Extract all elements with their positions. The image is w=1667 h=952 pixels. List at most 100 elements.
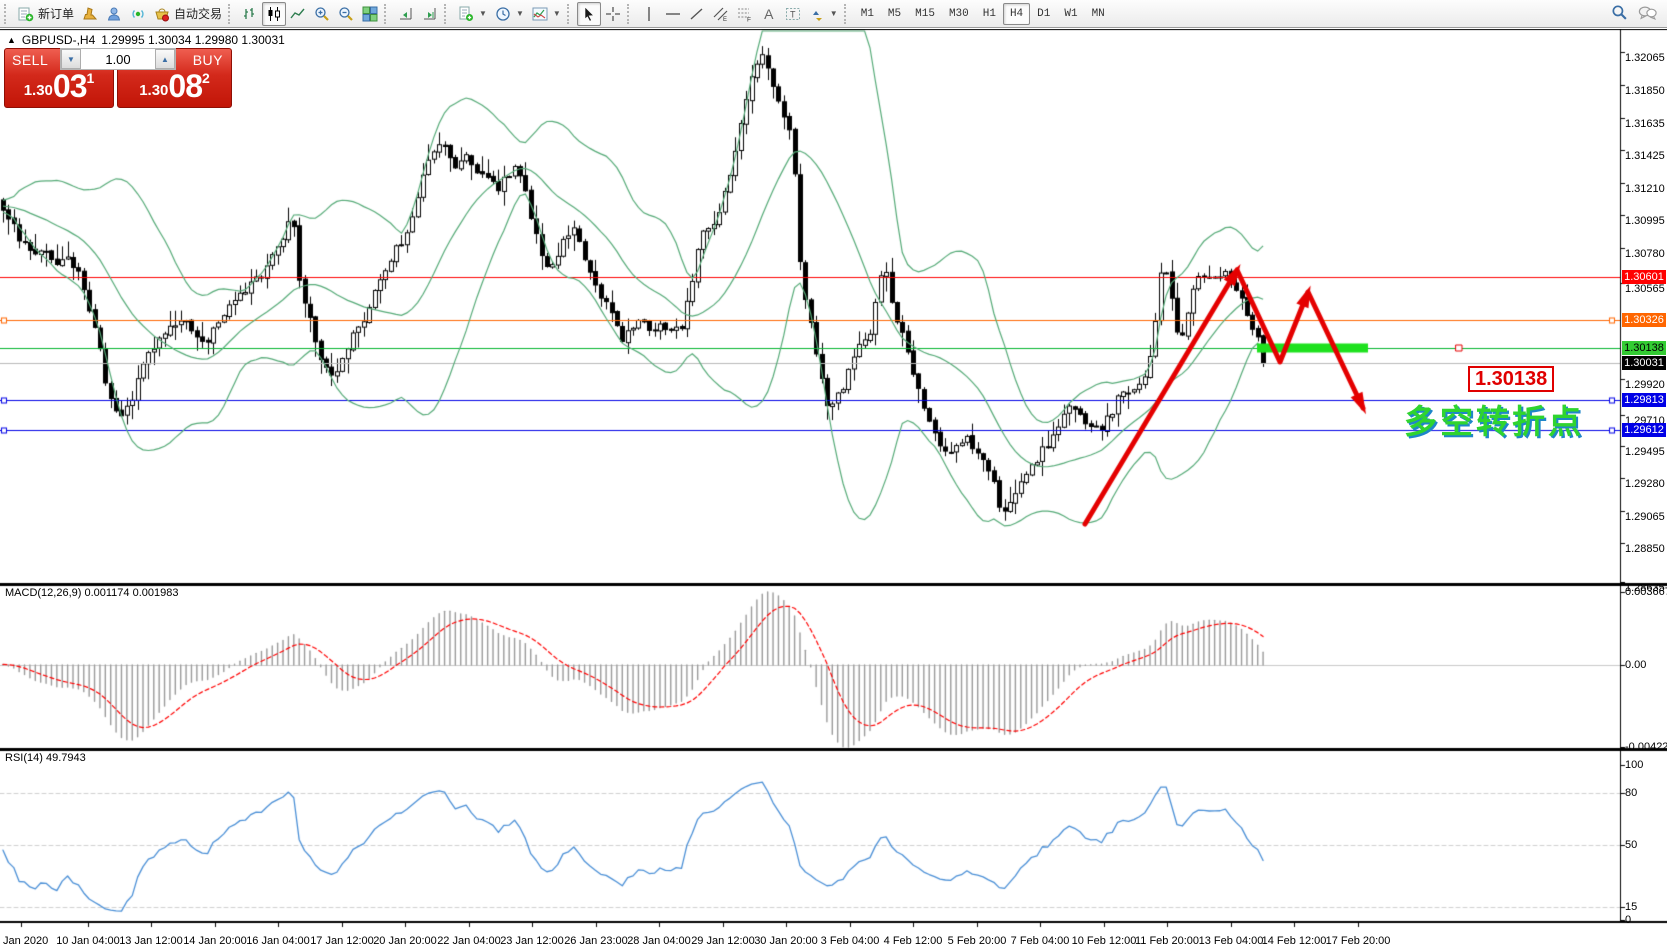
price-axis-label: 1.29920 xyxy=(1625,379,1665,391)
price-axis-label: 1.29495 xyxy=(1625,446,1665,458)
new-order-icon xyxy=(18,6,34,22)
price-axis-label: 1.30995 xyxy=(1625,215,1665,227)
price-axis-label: 1.31425 xyxy=(1625,150,1665,162)
timeframe-button[interactable]: M5 xyxy=(881,3,908,25)
bar-chart-button[interactable] xyxy=(238,2,262,26)
time-axis-label: 13 Feb 04:00 xyxy=(1198,935,1264,947)
volume-input[interactable] xyxy=(81,49,155,69)
toolbar-grip[interactable] xyxy=(228,3,234,24)
price-axis-label: 1.28850 xyxy=(1625,543,1665,555)
auto-trading-label: 自动交易 xyxy=(174,7,223,21)
price-axis-label: 1.31210 xyxy=(1625,183,1665,195)
price-line-badge: 1.30138 xyxy=(1622,341,1666,355)
toolbar-grip[interactable] xyxy=(384,3,390,24)
crosshair-button[interactable] xyxy=(601,2,625,26)
fibonacci-button[interactable]: F xyxy=(733,2,757,26)
arrows-button[interactable]: ▼ xyxy=(805,2,842,26)
chart-shift-button[interactable] xyxy=(418,2,442,26)
price-axis-label: 1.32065 xyxy=(1625,52,1665,64)
cursor-icon xyxy=(581,5,597,22)
tile-windows-icon xyxy=(362,6,378,22)
timeframe-button[interactable]: W1 xyxy=(1057,3,1084,25)
time-axis-label: 26 Jan 23:00 xyxy=(564,935,628,947)
dropdown-arrow-icon: ▼ xyxy=(479,9,487,18)
community-button[interactable] xyxy=(102,2,126,26)
indicators-button[interactable]: ▼ xyxy=(528,2,565,26)
text-button[interactable]: A xyxy=(757,2,781,26)
template-icon xyxy=(458,6,474,22)
channel-icon: E xyxy=(713,6,729,22)
toolbar-grip[interactable] xyxy=(566,3,573,24)
cursor-button[interactable] xyxy=(576,1,601,26)
time-axis-label: 30 Jan 20:00 xyxy=(754,935,818,947)
timeframe-label: M30 xyxy=(948,7,969,20)
toolbar-grip[interactable] xyxy=(4,3,10,24)
auto-trading-icon xyxy=(154,6,170,22)
timeframe-button[interactable]: D1 xyxy=(1030,3,1057,25)
time-axis-label: 11 Feb 20:00 xyxy=(1134,935,1200,947)
timeframe-button[interactable]: MN xyxy=(1085,3,1112,25)
trendline-icon xyxy=(689,6,705,22)
stamp-button[interactable] xyxy=(78,2,102,26)
auto-scroll-button[interactable] xyxy=(394,2,418,26)
time-axis-label: 8 Jan 2020 xyxy=(0,935,49,947)
horizontal-line-icon xyxy=(665,6,681,22)
collapse-triangle-icon[interactable]: ▲ xyxy=(7,35,16,45)
macd-label: MACD(12,26,9) 0.001174 0.001983 xyxy=(5,587,179,599)
price-chart-canvas[interactable] xyxy=(0,29,1667,952)
buy-price-main: 1.30 xyxy=(139,82,169,99)
trendline-button[interactable] xyxy=(685,2,709,26)
volume-increase-button[interactable]: ▲ xyxy=(155,49,175,69)
turning-point-note[interactable]: 多空转折点 xyxy=(1404,403,1584,440)
volume-decrease-button[interactable]: ▼ xyxy=(61,49,81,69)
timeframe-label: D1 xyxy=(1037,7,1051,20)
line-chart-icon xyxy=(290,6,306,22)
vertical-line-button[interactable] xyxy=(637,2,661,26)
new-template-button[interactable]: ▼ xyxy=(454,2,491,26)
auto-trading-button[interactable]: 自动交易 xyxy=(150,2,226,26)
zoom-in-button[interactable] xyxy=(310,2,334,26)
timeframe-button[interactable]: H1 xyxy=(976,3,1003,25)
toolbar-grip[interactable] xyxy=(626,3,633,24)
auto-scroll-icon xyxy=(398,6,414,22)
channel-button[interactable]: E xyxy=(709,2,733,26)
time-axis-label: 17 Feb 20:00 xyxy=(1325,935,1391,947)
rsi-axis-label: 15 xyxy=(1625,901,1638,913)
line-chart-button[interactable] xyxy=(286,2,310,26)
price-axis-label: 1.28635 xyxy=(1625,582,1665,594)
candlestick-chart-button[interactable] xyxy=(262,1,287,26)
svg-text:E: E xyxy=(723,17,727,22)
timeframe-button[interactable]: M30 xyxy=(942,3,976,25)
price-line-badge: 1.30031 xyxy=(1622,356,1666,370)
toolbar-grip[interactable] xyxy=(444,3,450,24)
new-order-button[interactable]: 新订单 xyxy=(14,2,78,26)
timeframe-label: H4 xyxy=(1009,7,1024,20)
time-axis-label: 14 Feb 12:00 xyxy=(1261,935,1327,947)
time-axis-label: 20 Jan 20:00 xyxy=(373,935,437,947)
timeframe-button[interactable]: M1 xyxy=(854,3,881,25)
timeframe-button[interactable]: H4 xyxy=(1002,2,1031,25)
period-button[interactable]: ▼ xyxy=(491,2,528,26)
broadcast-button[interactable] xyxy=(126,2,150,26)
time-axis-label: 23 Jan 12:00 xyxy=(500,935,564,947)
svg-text:T: T xyxy=(790,9,796,19)
label-button[interactable]: T xyxy=(781,2,805,26)
rsi-label: RSI(14) 49.7943 xyxy=(5,752,86,764)
chat-icon[interactable] xyxy=(1638,4,1657,24)
price-axis-label: 1.30565 xyxy=(1625,283,1665,295)
timeframe-button[interactable]: M15 xyxy=(908,3,942,25)
price-note-box[interactable]: 1.30138 xyxy=(1468,366,1555,392)
time-axis-label: 3 Feb 04:00 xyxy=(820,935,880,947)
sell-label: SELL xyxy=(12,52,49,68)
price-line-badge: 1.30601 xyxy=(1622,270,1666,284)
zoom-out-button[interactable] xyxy=(334,2,358,26)
buy-price-point: 2 xyxy=(202,70,210,86)
time-axis-label: 10 Jan 04:00 xyxy=(56,935,120,947)
search-icon[interactable] xyxy=(1611,4,1628,24)
tile-windows-button[interactable] xyxy=(358,2,382,26)
time-axis-label: 14 Jan 20:00 xyxy=(183,935,247,947)
horizontal-line-button[interactable] xyxy=(661,2,685,26)
price-line-badge: 1.30326 xyxy=(1622,313,1666,327)
toolbar-grip[interactable] xyxy=(843,3,850,24)
arrows-icon xyxy=(809,6,825,22)
